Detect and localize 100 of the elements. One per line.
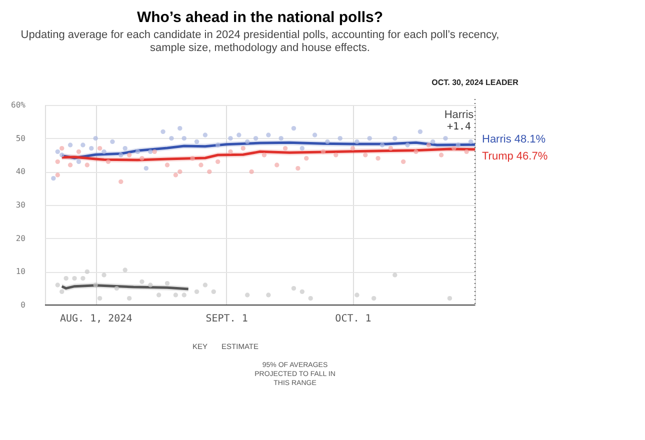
point bbox=[102, 149, 106, 154]
y-tick-label: 50 bbox=[16, 134, 26, 143]
point bbox=[60, 146, 64, 151]
point bbox=[320, 149, 326, 154]
point bbox=[443, 136, 448, 141]
point bbox=[262, 152, 267, 158]
point bbox=[72, 276, 77, 281]
point bbox=[97, 146, 102, 151]
text: sample size, methodology and house effects. bbox=[150, 42, 370, 54]
point bbox=[190, 156, 195, 161]
x-tick-label: SEPT. 1 bbox=[206, 314, 248, 324]
point bbox=[202, 132, 208, 138]
point bbox=[249, 169, 254, 174]
point bbox=[245, 292, 250, 298]
point bbox=[400, 159, 406, 164]
point bbox=[414, 149, 418, 154]
point bbox=[228, 149, 233, 154]
point bbox=[140, 156, 144, 161]
point bbox=[308, 296, 313, 301]
point bbox=[178, 126, 182, 131]
point bbox=[55, 149, 60, 154]
point bbox=[152, 149, 157, 154]
point bbox=[194, 289, 200, 294]
point bbox=[118, 152, 124, 158]
point bbox=[198, 162, 204, 168]
point bbox=[380, 142, 385, 148]
point bbox=[122, 146, 128, 151]
point bbox=[253, 136, 258, 141]
point bbox=[430, 139, 436, 144]
point bbox=[426, 142, 431, 148]
point bbox=[169, 136, 174, 141]
point bbox=[126, 152, 132, 158]
point bbox=[300, 146, 304, 151]
point bbox=[282, 146, 288, 151]
point bbox=[122, 268, 128, 272]
point bbox=[207, 169, 212, 174]
chart-title: Who’s ahead in the national polls? bbox=[136, 9, 384, 26]
point bbox=[216, 142, 220, 148]
point bbox=[126, 296, 132, 301]
point bbox=[89, 146, 94, 151]
x-tick-label: AUG. 1, 2024 bbox=[60, 314, 132, 324]
point bbox=[338, 136, 342, 141]
point bbox=[304, 156, 309, 161]
point bbox=[55, 159, 60, 164]
annotation: Trump 46.7% bbox=[482, 150, 548, 162]
point bbox=[118, 179, 124, 184]
y-tick-label: 10 bbox=[16, 267, 26, 276]
point bbox=[60, 152, 64, 158]
point bbox=[80, 276, 86, 281]
point bbox=[140, 279, 144, 284]
point bbox=[60, 289, 64, 294]
point bbox=[266, 292, 271, 298]
point bbox=[312, 132, 318, 138]
point bbox=[194, 139, 200, 144]
point bbox=[266, 132, 271, 138]
point bbox=[68, 162, 73, 168]
point bbox=[97, 296, 102, 301]
point bbox=[178, 169, 182, 174]
point bbox=[64, 276, 68, 281]
y-tick-label: 60% bbox=[11, 100, 26, 110]
point bbox=[350, 146, 356, 151]
point bbox=[405, 142, 410, 148]
point bbox=[156, 292, 162, 298]
point bbox=[452, 146, 456, 151]
y-tick-label: 30 bbox=[16, 200, 26, 210]
x-tick-label: OCT. 1 bbox=[335, 314, 372, 324]
point bbox=[51, 176, 56, 181]
point bbox=[114, 286, 120, 291]
point bbox=[164, 162, 170, 168]
point bbox=[367, 136, 372, 141]
point bbox=[354, 139, 360, 144]
point bbox=[447, 296, 452, 301]
point bbox=[418, 129, 423, 134]
point bbox=[102, 272, 106, 278]
annotation: Harris bbox=[444, 109, 474, 121]
point bbox=[144, 166, 149, 171]
point bbox=[300, 289, 304, 294]
point bbox=[55, 172, 60, 178]
point bbox=[236, 132, 242, 138]
annotation: Harris 48.1% bbox=[482, 134, 546, 146]
point bbox=[274, 162, 280, 168]
point bbox=[325, 139, 330, 144]
point bbox=[334, 152, 338, 158]
point bbox=[211, 289, 216, 294]
point bbox=[80, 142, 86, 148]
point bbox=[84, 162, 90, 168]
point bbox=[228, 136, 233, 141]
point bbox=[216, 159, 220, 164]
point bbox=[392, 272, 398, 278]
point bbox=[371, 296, 376, 301]
point bbox=[363, 152, 368, 158]
point bbox=[76, 149, 82, 154]
point bbox=[106, 159, 111, 164]
point bbox=[245, 139, 250, 144]
point bbox=[456, 142, 460, 148]
point bbox=[173, 172, 178, 178]
point bbox=[55, 282, 60, 288]
point bbox=[148, 149, 153, 154]
point bbox=[84, 269, 90, 274]
point bbox=[93, 136, 98, 141]
